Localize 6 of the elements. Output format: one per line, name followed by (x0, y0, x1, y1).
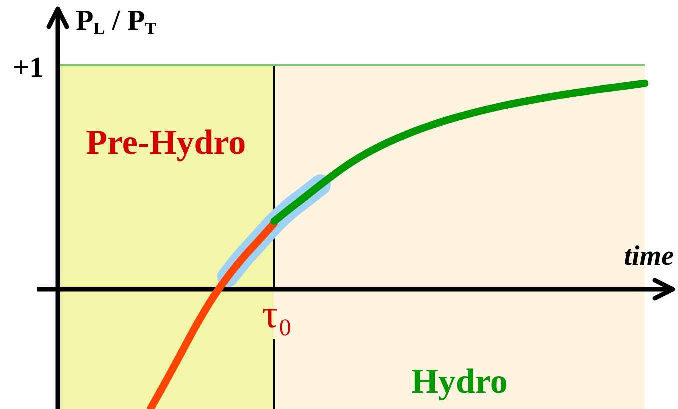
annotation: Pre-Hydro (86, 123, 246, 162)
annotation: τ₀ (262, 292, 292, 337)
ref-line-label: +1 (12, 52, 44, 84)
annotation: Hydro (411, 362, 508, 401)
x-axis-title: time (624, 241, 674, 272)
y-axis-title: P$_{L}$ / P$_{T}$ (76, 5, 156, 38)
